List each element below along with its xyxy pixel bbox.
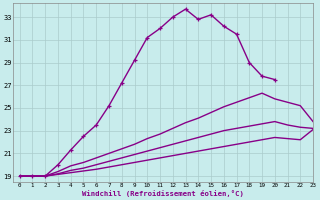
X-axis label: Windchill (Refroidissement éolien,°C): Windchill (Refroidissement éolien,°C) (82, 190, 244, 197)
